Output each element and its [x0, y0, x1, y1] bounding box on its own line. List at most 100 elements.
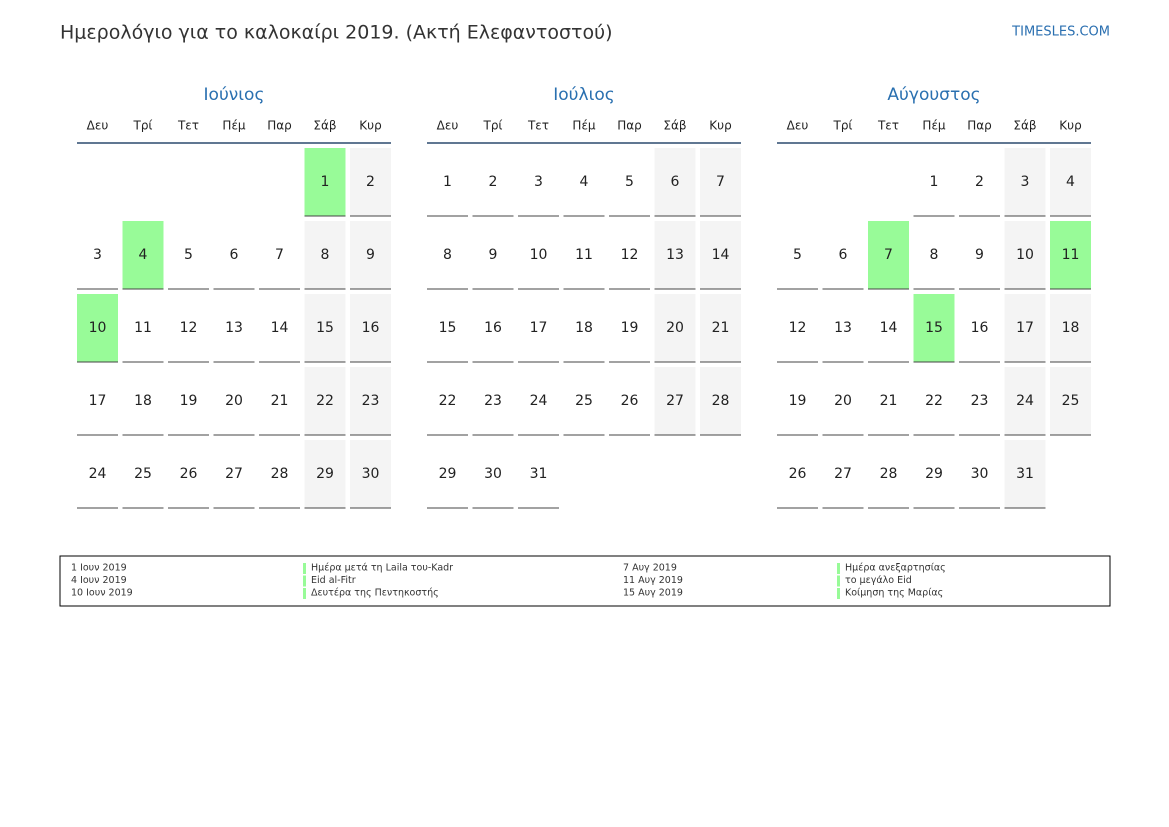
legend-marker [837, 563, 840, 574]
day-cell [350, 440, 391, 508]
day-number: 25 [575, 393, 593, 409]
day-cell [1004, 148, 1046, 216]
day-number: 30 [362, 466, 380, 482]
day-number: 20 [225, 393, 243, 409]
weekday: Τρί [482, 119, 502, 133]
day-cell [1050, 294, 1091, 362]
legend-name: Ημέρα ανεξαρτησίας [845, 563, 946, 574]
legend-date: 7 Αυγ 2019 [623, 563, 677, 574]
day-number: 13 [666, 247, 684, 263]
day-number: 12 [180, 320, 198, 336]
day-number: 5 [793, 247, 802, 263]
day-cell [350, 367, 391, 435]
day-number: 17 [1016, 320, 1034, 336]
day-number: 17 [530, 320, 548, 336]
day-number: 1 [443, 174, 452, 190]
day-cell [913, 294, 955, 362]
day-number: 22 [925, 393, 943, 409]
weekday: Τρί [832, 119, 852, 133]
day-number: 10 [530, 247, 548, 263]
day-number: 18 [1062, 320, 1080, 336]
day-number: 11 [575, 247, 593, 263]
day-number: 25 [134, 466, 152, 482]
day-cell [700, 148, 741, 216]
day-number: 28 [880, 466, 898, 482]
day-cell [304, 221, 346, 289]
day-number: 27 [225, 466, 243, 482]
day-number: 29 [925, 466, 943, 482]
day-number: 23 [484, 393, 502, 409]
day-number: 30 [971, 466, 989, 482]
weekday: Κυρ [709, 119, 731, 133]
day-number: 15 [316, 320, 334, 336]
weekday: Δευ [437, 119, 459, 133]
day-cell [304, 440, 346, 508]
day-number: 3 [534, 174, 543, 190]
day-number: 14 [880, 320, 898, 336]
day-number: 22 [439, 393, 457, 409]
day-number: 17 [89, 393, 107, 409]
weekday: Παρ [267, 119, 292, 133]
legend-marker [837, 575, 840, 587]
day-cell [350, 221, 391, 289]
day-number: 20 [834, 393, 852, 409]
day-cell [122, 221, 164, 289]
day-number: 19 [180, 393, 198, 409]
day-number: 2 [975, 174, 984, 190]
day-number: 13 [225, 320, 243, 336]
day-number: 28 [712, 393, 730, 409]
day-cell [304, 367, 346, 435]
day-number: 19 [789, 393, 807, 409]
day-number: 21 [271, 393, 289, 409]
legend-box [59, 555, 1111, 607]
day-cell [868, 221, 909, 289]
day-cell [1050, 367, 1091, 435]
day-number: 13 [834, 320, 852, 336]
legend-marker [303, 575, 306, 587]
day-cell [1004, 221, 1046, 289]
day-cell [1050, 221, 1091, 289]
day-number: 7 [884, 247, 893, 263]
day-cell [654, 294, 696, 362]
day-number: 26 [789, 466, 807, 482]
day-number: 3 [1021, 174, 1030, 190]
weekday: Πέμ [572, 119, 596, 133]
day-number: 8 [321, 247, 330, 263]
legend-date: 10 Ιουν 2019 [71, 588, 133, 599]
day-cell [1004, 440, 1046, 508]
day-number: 29 [316, 466, 334, 482]
day-cell [350, 294, 391, 362]
month-name: Αύγουστος [887, 85, 980, 105]
day-number: 30 [484, 466, 502, 482]
weekday: Δευ [787, 119, 809, 133]
day-number: 25 [1062, 393, 1080, 409]
legend-marker [303, 563, 306, 574]
day-cell [304, 294, 346, 362]
day-number: 14 [271, 320, 289, 336]
legend-date: 11 Αυγ 2019 [623, 575, 683, 586]
day-cell [1004, 367, 1046, 435]
day-number: 24 [1016, 393, 1034, 409]
day-number: 3 [93, 247, 102, 263]
day-number: 16 [484, 320, 502, 336]
day-number: 26 [180, 466, 198, 482]
day-number: 9 [366, 247, 375, 263]
day-number: 6 [230, 247, 239, 263]
day-number: 21 [880, 393, 898, 409]
weekday: Τετ [527, 119, 549, 133]
site-link[interactable]: TIMESLES.COM [1011, 25, 1110, 40]
weekday: Τετ [177, 119, 199, 133]
day-number: 2 [489, 174, 498, 190]
day-number: 15 [439, 320, 457, 336]
page-title: Ημερολόγιο για το καλοκαίρι 2019. (Ακτή … [60, 22, 612, 44]
day-number: 19 [621, 320, 639, 336]
legend-name: το μεγάλο Eid [845, 575, 912, 586]
day-number: 29 [439, 466, 457, 482]
day-number: 16 [971, 320, 989, 336]
day-cell [700, 367, 741, 435]
day-number: 10 [89, 320, 107, 336]
day-number: 20 [666, 320, 684, 336]
day-number: 22 [316, 393, 334, 409]
weekday: Κυρ [359, 119, 381, 133]
weekday: Πέμ [922, 119, 946, 133]
